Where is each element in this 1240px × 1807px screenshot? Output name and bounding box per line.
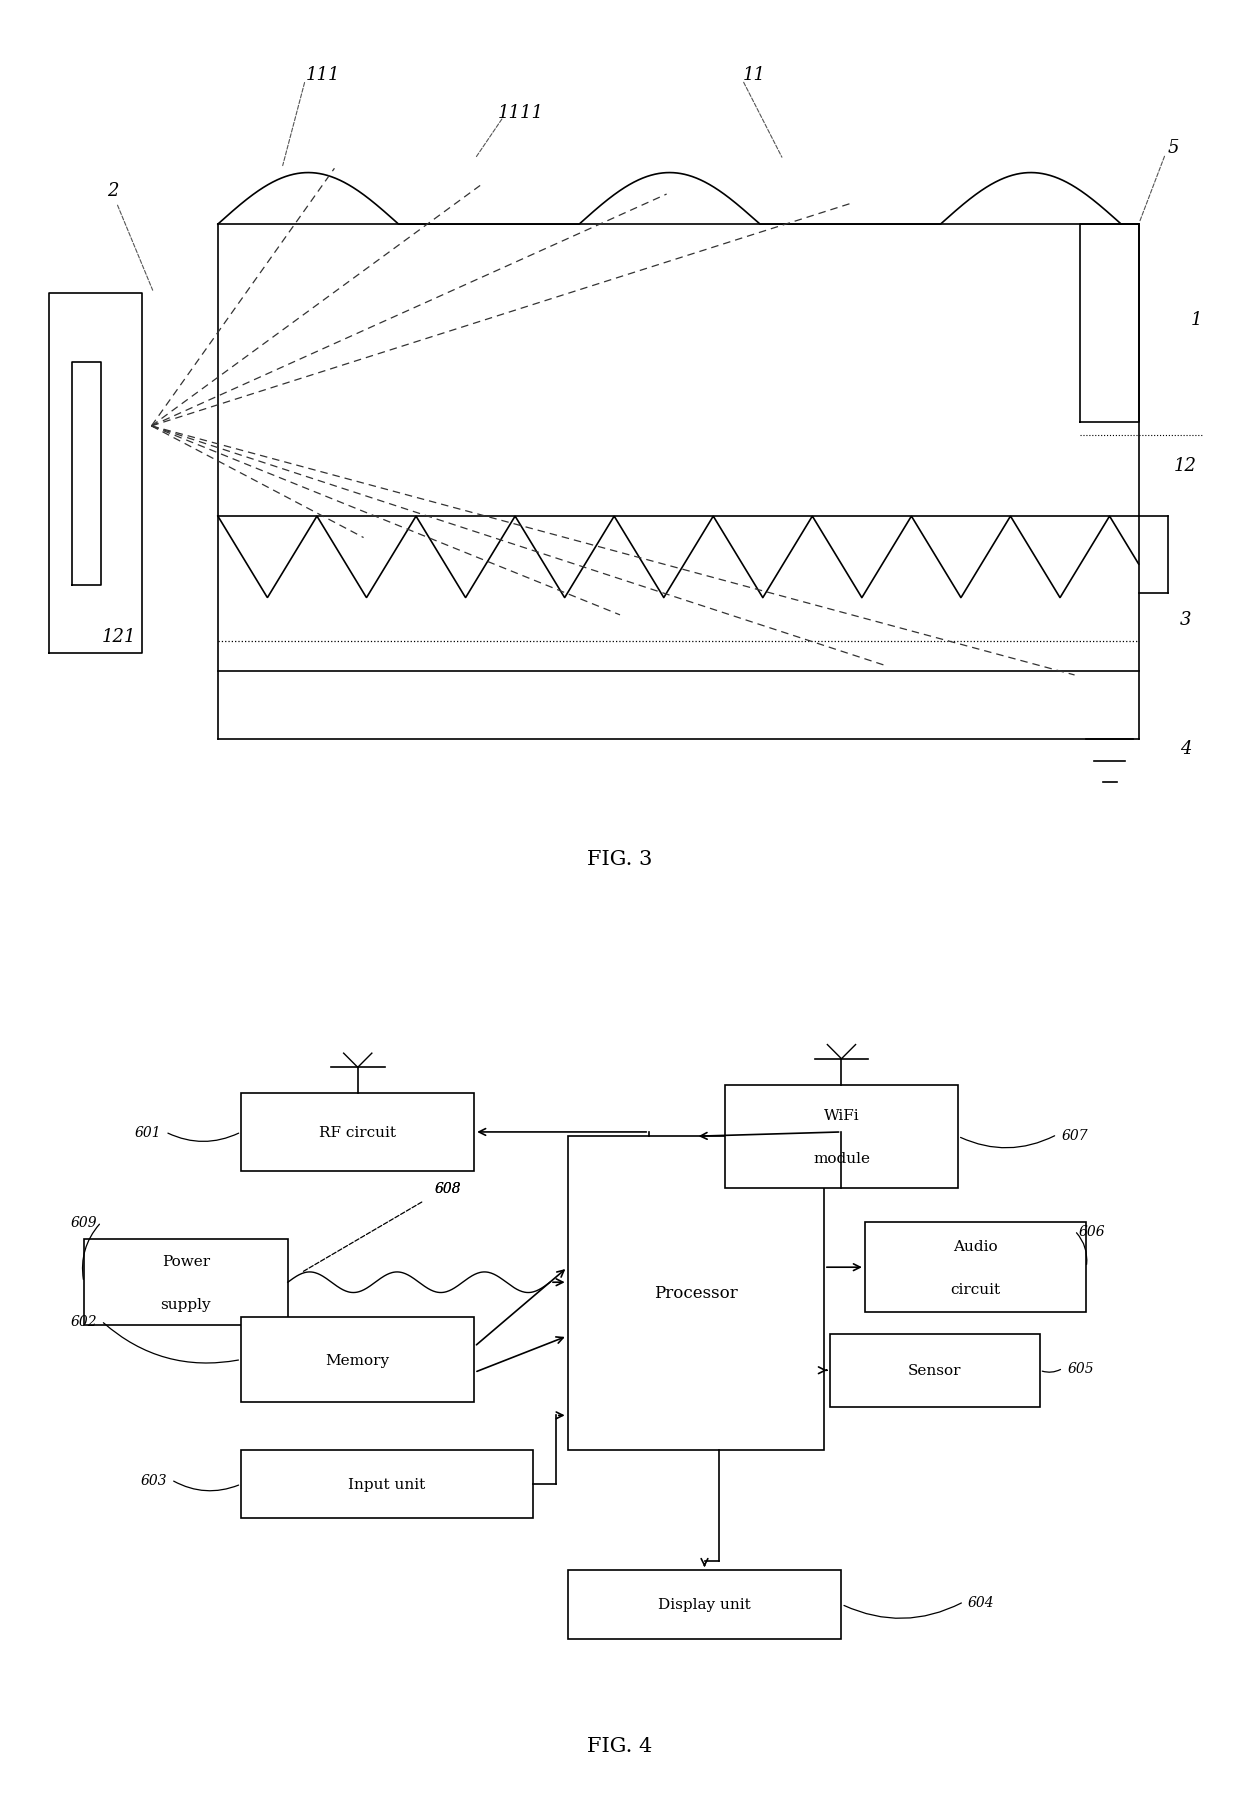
Text: 3: 3 — [1179, 611, 1192, 629]
Bar — [568, 1570, 842, 1639]
Bar — [84, 1240, 288, 1326]
Text: 5: 5 — [1168, 139, 1179, 157]
Text: Input unit: Input unit — [348, 1478, 425, 1491]
Text: 4: 4 — [1179, 739, 1192, 757]
Bar — [725, 1084, 959, 1189]
Bar — [864, 1222, 1086, 1312]
Text: 609: 609 — [71, 1216, 97, 1229]
Text: 604: 604 — [968, 1596, 994, 1608]
Text: WiFi: WiFi — [823, 1108, 859, 1122]
Text: FIG. 4: FIG. 4 — [588, 1735, 652, 1755]
Text: 603: 603 — [140, 1473, 167, 1487]
Text: module: module — [813, 1151, 870, 1166]
Text: 606: 606 — [1079, 1223, 1105, 1238]
Text: Display unit: Display unit — [658, 1597, 751, 1612]
Text: 11: 11 — [743, 65, 765, 83]
Text: 601: 601 — [135, 1126, 161, 1138]
Text: 608: 608 — [434, 1182, 461, 1194]
Text: RF circuit: RF circuit — [319, 1126, 397, 1138]
Text: 121: 121 — [102, 629, 136, 645]
Text: 605: 605 — [1068, 1361, 1094, 1375]
Text: Audio: Audio — [954, 1240, 998, 1252]
Text: circuit: circuit — [950, 1281, 1001, 1296]
Text: 1111: 1111 — [498, 105, 544, 123]
Text: 608: 608 — [434, 1182, 461, 1194]
Text: Sensor: Sensor — [908, 1364, 961, 1377]
Text: 1: 1 — [1192, 311, 1203, 329]
Text: Memory: Memory — [326, 1353, 389, 1366]
Text: 602: 602 — [71, 1314, 97, 1328]
Text: 12: 12 — [1174, 457, 1197, 473]
Text: Processor: Processor — [653, 1285, 738, 1301]
Bar — [568, 1137, 823, 1449]
Bar — [830, 1334, 1039, 1408]
Text: FIG. 3: FIG. 3 — [588, 849, 652, 869]
Text: Power: Power — [161, 1254, 210, 1269]
Bar — [241, 1449, 532, 1518]
Text: 111: 111 — [305, 65, 340, 83]
Text: 2: 2 — [107, 183, 119, 199]
Bar — [241, 1317, 474, 1402]
Text: supply: supply — [160, 1297, 211, 1310]
Bar — [241, 1093, 474, 1171]
Text: 607: 607 — [1061, 1128, 1087, 1142]
